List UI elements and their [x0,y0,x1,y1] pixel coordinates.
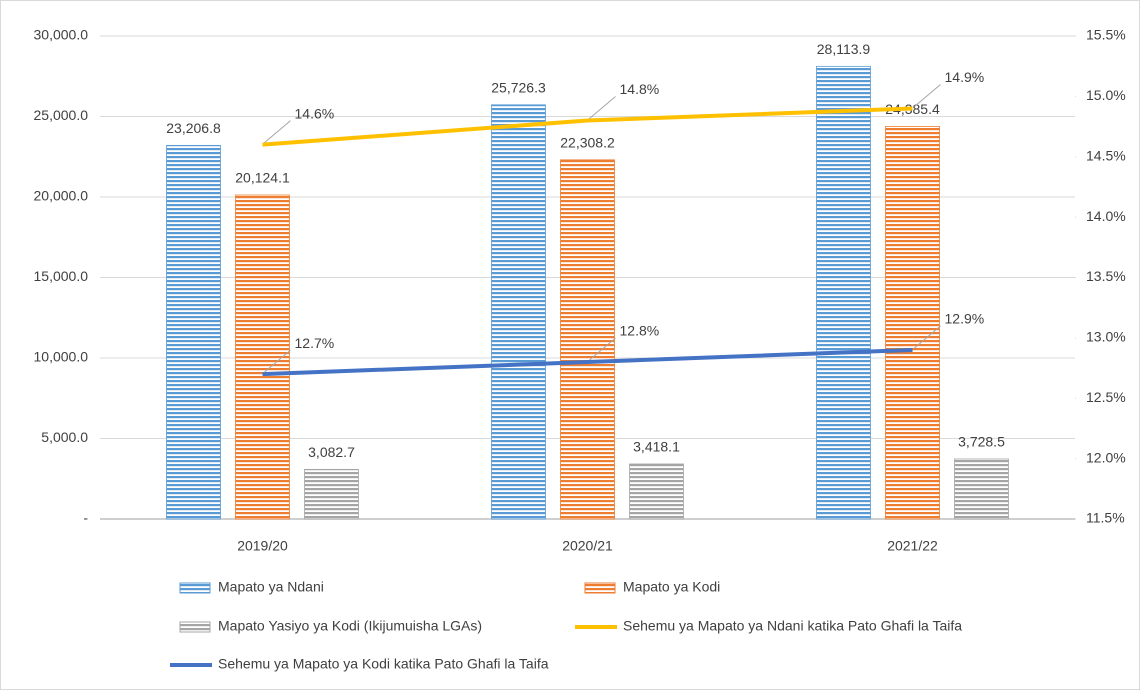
data-label: 14.6% [295,105,335,121]
data-label: 25,726.3 [491,80,546,96]
line [262,347,913,377]
y2-tick-label: 14.0% [1086,208,1126,224]
data-label: 12.7% [295,335,335,351]
bar [885,125,940,520]
bar [629,463,684,520]
data-label: 24,385.4 [885,101,940,117]
data-label: 22,308.2 [560,135,615,151]
bar [166,144,221,520]
y-tick-label: 15,000.0 [34,268,89,284]
y2-tick-label: 14.5% [1086,147,1126,163]
y-tick-label: 20,000.0 [34,188,89,204]
y-tick-label: 5,000.0 [41,429,88,445]
data-label: 23,206.8 [166,120,221,136]
y-tick-label: 25,000.0 [34,107,89,123]
data-label: 14.9% [945,69,985,85]
bar [235,194,290,520]
legend-swatch [179,621,211,633]
bar [304,468,359,520]
leader-line [264,120,291,144]
data-label: 28,113.9 [817,41,871,57]
bar [491,104,546,520]
y2-tick-label: 15.5% [1086,27,1126,43]
y2-tick-label: 13.0% [1086,329,1126,345]
leader-line [589,96,616,119]
x-tick-label: 2021/22 [887,538,938,554]
data-label: 12.9% [945,311,985,327]
bar [816,65,871,520]
leader-line [264,349,291,373]
y2-tick-label: 12.5% [1086,389,1126,405]
legend-label: Sehemu ya Mapato ya Kodi katika Pato Gha… [218,656,549,672]
bar [560,159,615,520]
line [262,106,913,147]
data-label: 3,418.1 [633,439,680,455]
y2-tick-label: 15.0% [1086,87,1126,103]
legend-swatch [179,582,211,594]
y2-tick-label: 13.5% [1086,268,1126,284]
y2-tick-label: 12.0% [1086,449,1126,465]
y-tick-label: 10,000.0 [34,349,89,365]
y-tick-label: - [83,510,88,526]
bar [954,458,1009,520]
data-label: 14.8% [620,81,660,97]
x-tick-label: 2020/21 [562,538,613,554]
data-label: 12.8% [620,323,660,339]
legend-label: Sehemu ya Mapato ya Ndani katika Pato Gh… [623,618,962,634]
leader-line [914,84,941,107]
legend-label: Mapato ya Kodi [623,579,720,595]
data-label: 3,082.7 [308,444,355,460]
legend-label: Mapato Yasiyo ya Kodi (Ikijumuisha LGAs) [218,618,482,634]
legend-swatch [584,582,616,594]
legend-label: Mapato ya Ndani [218,579,324,595]
data-label: 20,124.1 [235,170,290,186]
data-label: 3,728.5 [958,434,1005,450]
leader-line [589,337,616,361]
y-tick-label: 30,000.0 [34,27,89,43]
x-tick-label: 2019/20 [237,538,288,554]
leader-line [914,325,941,349]
y2-tick-label: 11.5% [1086,510,1125,526]
